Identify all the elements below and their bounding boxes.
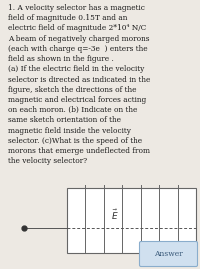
Text: $\vec{E}$: $\vec{E}$ [111,208,119,222]
Text: selector. (c)What is the speed of the: selector. (c)What is the speed of the [8,137,142,145]
FancyBboxPatch shape [140,242,198,267]
Text: the velocity selector?: the velocity selector? [8,157,87,165]
Text: magnetic and electrical forces acting: magnetic and electrical forces acting [8,96,146,104]
Text: magnetic field inside the velocity: magnetic field inside the velocity [8,127,131,135]
Text: same sketch orientation of the: same sketch orientation of the [8,116,121,125]
Bar [67,188,196,253]
Text: field as shown in the figure .: field as shown in the figure . [8,55,114,63]
Text: morons that emerge undeflected from: morons that emerge undeflected from [8,147,150,155]
Text: on each moron. (b) Indicate on the: on each moron. (b) Indicate on the [8,106,137,114]
Text: 1. A velocity selector has a magnetic: 1. A velocity selector has a magnetic [8,4,145,12]
Text: figure, sketch the directions of the: figure, sketch the directions of the [8,86,136,94]
Text: selector is directed as indicated in the: selector is directed as indicated in the [8,76,150,84]
Text: (each with charge q=-3e  ) enters the: (each with charge q=-3e ) enters the [8,45,148,53]
Text: field of magnitude 0.15T and an: field of magnitude 0.15T and an [8,14,127,22]
Text: A beam of negatively charged morons: A beam of negatively charged morons [8,35,150,43]
Text: electric field of magnitude 2*10⁴ N/C: electric field of magnitude 2*10⁴ N/C [8,24,146,33]
Text: (a) If the electric field in the velocity: (a) If the electric field in the velocit… [8,65,144,73]
Text: Answer: Answer [154,250,183,258]
